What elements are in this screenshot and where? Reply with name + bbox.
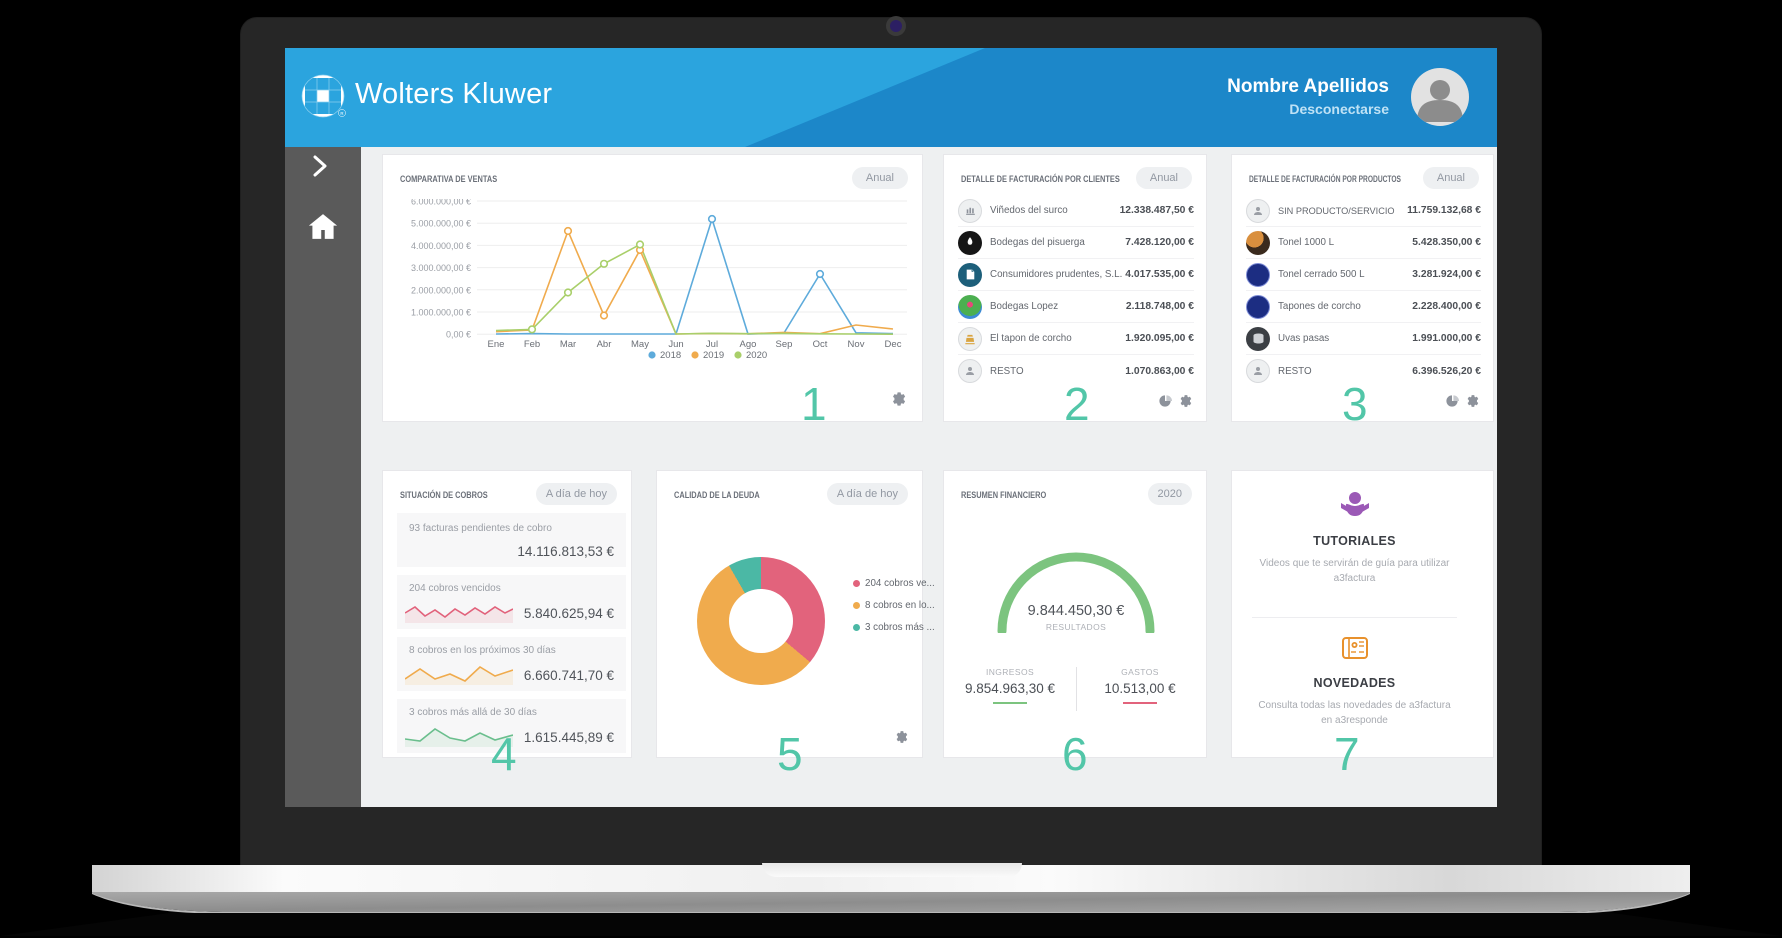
svg-text:Mar: Mar <box>560 339 576 350</box>
svg-text:2020: 2020 <box>746 350 767 359</box>
svg-text:R: R <box>340 111 343 116</box>
svg-text:2.000.000,00 €: 2.000.000,00 € <box>411 285 471 295</box>
svg-text:1.000.000,00 €: 1.000.000,00 € <box>411 308 471 318</box>
svg-text:3.000.000,00 €: 3.000.000,00 € <box>411 263 471 273</box>
svg-text:0,00 €: 0,00 € <box>446 330 471 340</box>
svg-text:2018: 2018 <box>660 350 681 359</box>
svg-text:Jun: Jun <box>668 339 683 350</box>
svg-text:5.000.000,00 €: 5.000.000,00 € <box>411 219 471 229</box>
svg-text:Jul: Jul <box>706 339 718 350</box>
svg-text:Feb: Feb <box>524 339 540 350</box>
svg-text:Ene: Ene <box>488 339 505 350</box>
svg-text:Ago: Ago <box>740 339 757 350</box>
svg-text:Oct: Oct <box>813 339 828 350</box>
svg-text:6.000.000,00 €: 6.000.000,00 € <box>411 199 471 207</box>
svg-text:Dec: Dec <box>885 339 902 350</box>
svg-text:Nov: Nov <box>848 339 865 350</box>
svg-text:May: May <box>631 339 649 350</box>
svg-text:Abr: Abr <box>597 339 612 350</box>
svg-text:4.000.000,00 €: 4.000.000,00 € <box>411 241 471 251</box>
svg-text:Sep: Sep <box>776 339 793 350</box>
svg-text:2019: 2019 <box>703 350 724 359</box>
